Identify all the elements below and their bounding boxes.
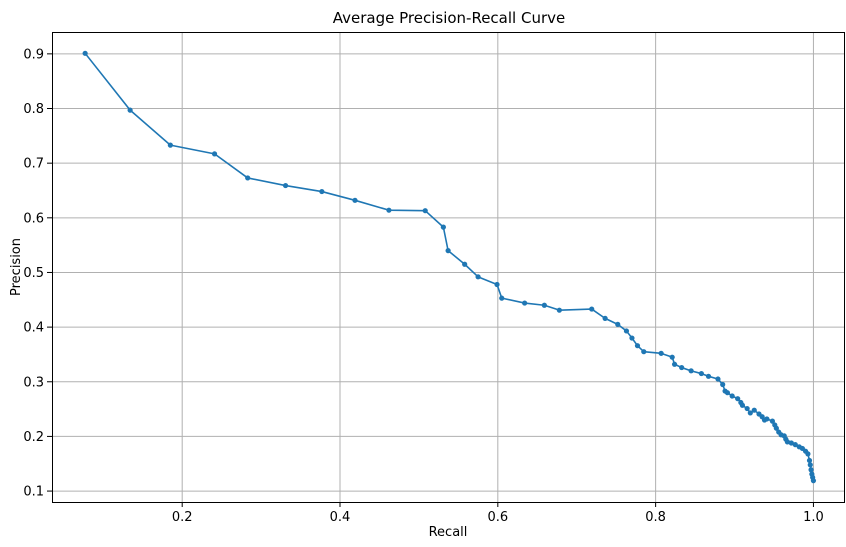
axis-ticks: 0.2 0.4 0.6 0.8 1.0 0.1 0.2 0.3 0.4 0.5 0.6 0.7 0.8 0… <box>23 47 823 525</box>
series-group <box>82 50 817 484</box>
data-point <box>724 390 731 396</box>
data-point <box>386 207 392 213</box>
data-point <box>475 274 481 280</box>
data-point <box>641 349 647 355</box>
y-tick-label: 0.2 <box>23 430 44 445</box>
data-point <box>634 343 641 349</box>
data-point <box>808 467 814 473</box>
y-tick-label: 0.4 <box>23 321 44 336</box>
y-tick-label: 0.8 <box>23 102 44 117</box>
data-point <box>671 361 678 367</box>
data-point <box>679 364 685 371</box>
data-point <box>810 478 817 484</box>
data-point <box>735 396 741 402</box>
data-point <box>715 376 721 382</box>
x-tick-label: 0.6 <box>487 510 508 525</box>
data-point <box>440 224 446 230</box>
y-axis-label: Precision <box>9 238 24 296</box>
data-point <box>751 407 757 413</box>
data-point <box>669 354 675 360</box>
data-point <box>739 402 746 408</box>
data-point <box>769 418 776 424</box>
data-point <box>792 442 798 448</box>
y-tick-label: 0.1 <box>23 485 44 500</box>
data-point <box>688 368 694 374</box>
data-point <box>494 281 500 288</box>
data-point <box>82 50 88 56</box>
data-point <box>658 350 664 356</box>
y-tick-label: 0.6 <box>23 211 44 226</box>
data-point <box>602 315 608 321</box>
x-tick-label: 0.4 <box>330 510 351 525</box>
data-point <box>788 440 794 446</box>
data-point <box>211 151 218 157</box>
data-point <box>319 188 325 195</box>
data-point <box>698 370 704 377</box>
data-point <box>729 393 735 399</box>
data-point <box>615 321 621 327</box>
x-axis-label: Recall <box>429 525 468 540</box>
plot-frame <box>52 32 845 503</box>
data-point <box>541 302 547 308</box>
data-point <box>282 182 289 189</box>
data-point <box>807 462 813 468</box>
y-tick-label: 0.5 <box>23 266 44 281</box>
x-tick-label: 1.0 <box>803 510 824 525</box>
data-point <box>352 197 358 203</box>
data-point <box>805 451 811 457</box>
data-point <box>522 300 528 306</box>
data-point <box>705 373 712 379</box>
y-tick-label: 0.9 <box>23 47 44 62</box>
data-point <box>445 248 451 254</box>
data-point <box>499 295 505 301</box>
y-tick-label: 0.3 <box>23 375 44 390</box>
data-point <box>589 306 595 312</box>
chart-title: Average Precision-Recall Curve <box>333 9 565 27</box>
x-tick-label: 0.2 <box>172 510 193 525</box>
grid <box>52 32 845 502</box>
data-point <box>556 307 562 313</box>
x-tick-label: 0.8 <box>645 510 666 525</box>
data-point <box>747 410 753 416</box>
data-point <box>127 107 133 113</box>
data-point <box>784 439 790 445</box>
data-point <box>462 261 468 267</box>
data-point <box>764 416 770 422</box>
data-point <box>245 175 251 181</box>
data-point <box>806 457 813 464</box>
data-point <box>167 142 173 148</box>
data-point <box>744 405 750 412</box>
data-point <box>629 335 635 341</box>
data-point <box>422 208 428 214</box>
data-point <box>623 328 630 334</box>
data-point <box>720 381 726 388</box>
data-point <box>773 425 779 431</box>
y-tick-label: 0.7 <box>23 157 44 172</box>
